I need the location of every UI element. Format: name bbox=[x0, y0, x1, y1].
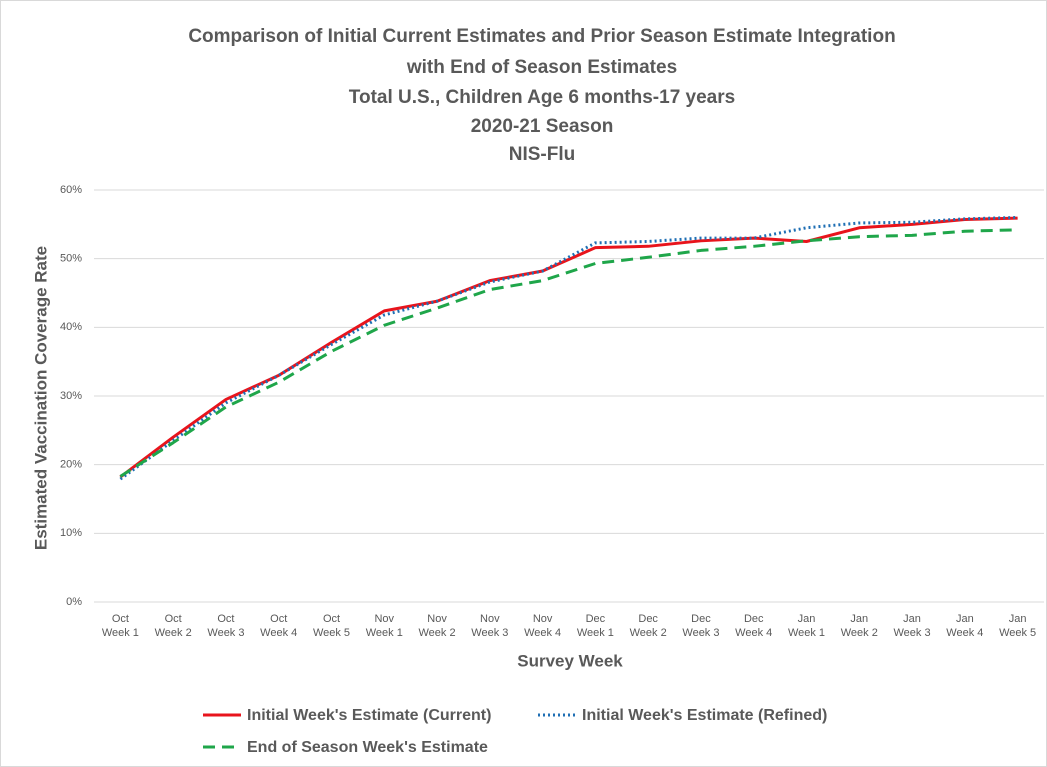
chart-title: Comparison of Initial Current Estimates … bbox=[188, 26, 895, 47]
x-tick-label: Jan Week 1 bbox=[787, 613, 826, 639]
x-tick-label: Oct Week 1 bbox=[101, 613, 139, 639]
x-tick-label: Nov Week 3 bbox=[471, 613, 509, 639]
x-tick-label: Nov Week 4 bbox=[524, 613, 562, 639]
chart-title: with End of Season Estimates bbox=[406, 57, 677, 78]
y-tick-label: 40% bbox=[60, 321, 82, 333]
line-series bbox=[119, 228, 1018, 478]
chart-title: 2020-21 Season bbox=[471, 116, 614, 137]
x-tick-label: Oct Week 3 bbox=[207, 613, 245, 639]
x-tick-label: Oct Week 4 bbox=[260, 613, 298, 639]
x-tick-label: Jan Week 5 bbox=[999, 613, 1037, 639]
chart-title: NIS-Flu bbox=[509, 144, 576, 165]
x-tick-label: Jan Week 4 bbox=[946, 613, 984, 639]
y-tick-label: 60% bbox=[60, 184, 82, 196]
x-tick-label: Jan Week 3 bbox=[893, 613, 931, 639]
x-tick-label: Dec Week 2 bbox=[629, 613, 667, 639]
legend-label: End of Season Week's Estimate bbox=[247, 739, 488, 756]
x-tick-label: Dec Week 1 bbox=[576, 613, 614, 639]
y-tick-label: 30% bbox=[60, 390, 82, 402]
x-tick-label: Nov Week 2 bbox=[418, 613, 456, 639]
y-tick-label: 10% bbox=[60, 527, 82, 539]
x-tick-label: Oct Week 2 bbox=[154, 613, 192, 639]
legend-label: Initial Week's Estimate (Refined) bbox=[582, 707, 827, 724]
y-tick-label: 50% bbox=[60, 253, 82, 265]
x-tick-label: Dec Week 3 bbox=[682, 613, 720, 639]
y-axis-title: Estimated Vaccination Coverage Rate bbox=[31, 246, 50, 550]
x-tick-label: Oct Week 5 bbox=[312, 613, 351, 639]
x-tick-label: Nov Week 1 bbox=[365, 613, 403, 639]
legend-label: Initial Week's Estimate (Current) bbox=[247, 707, 491, 724]
y-tick-label: 20% bbox=[60, 459, 82, 471]
y-tick-label: 0% bbox=[66, 596, 82, 608]
x-axis-title: Survey Week bbox=[517, 651, 623, 670]
line-series bbox=[119, 215, 1018, 481]
x-tick-label: Dec Week 4 bbox=[735, 613, 773, 639]
x-tick-label: Jan Week 2 bbox=[840, 613, 878, 639]
chart-title: Total U.S., Children Age 6 months-17 yea… bbox=[349, 87, 735, 108]
